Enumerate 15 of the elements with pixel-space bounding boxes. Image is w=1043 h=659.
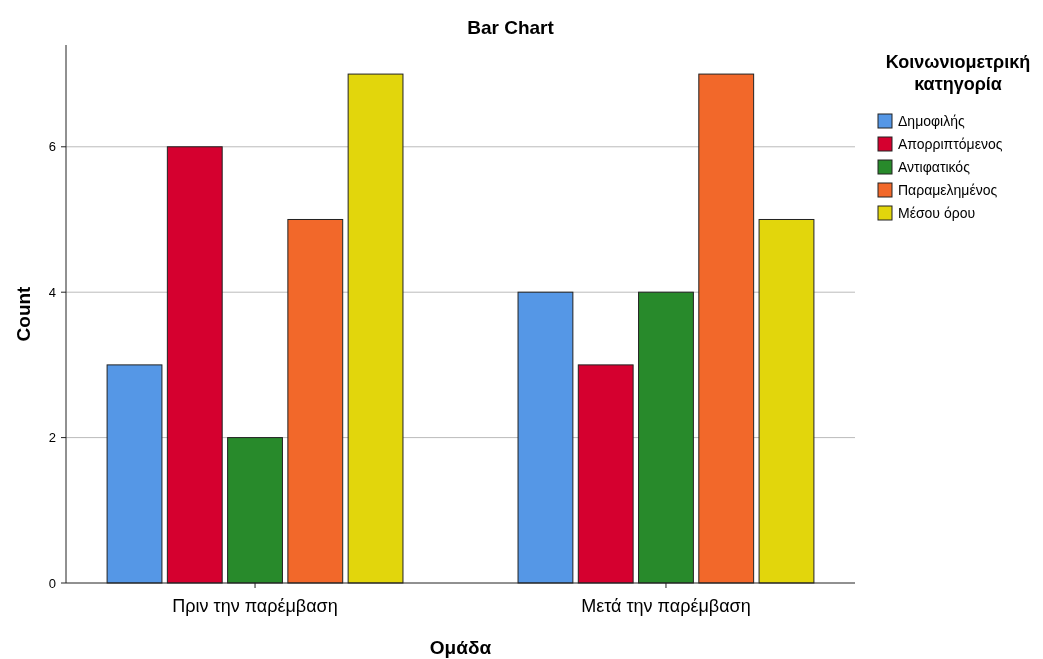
legend-label: Μέσου όρου [898, 204, 976, 221]
legend-label: Παραμελημένος [898, 181, 998, 198]
legend-label: Δημοφιλής [898, 112, 965, 129]
legend-label: Απορριπτόμενος [898, 135, 1003, 152]
x-axis-title: Ομάδα [429, 637, 492, 658]
y-tick-label: 0 [48, 575, 56, 591]
legend-label: Αντιφατικός [898, 158, 971, 175]
y-tick-label: 6 [48, 139, 56, 155]
x-tick-label: Πριν την παρέμβαση [172, 596, 338, 616]
chart-title: Bar Chart [467, 17, 555, 38]
x-tick-label: Μετά την παρέμβαση [581, 596, 751, 616]
y-tick-label: 2 [48, 430, 56, 446]
y-tick-label: 4 [48, 284, 56, 300]
y-axis-title: Count [13, 285, 34, 342]
legend-title: Κοινωνιομετρική κατηγορία [885, 52, 1031, 94]
